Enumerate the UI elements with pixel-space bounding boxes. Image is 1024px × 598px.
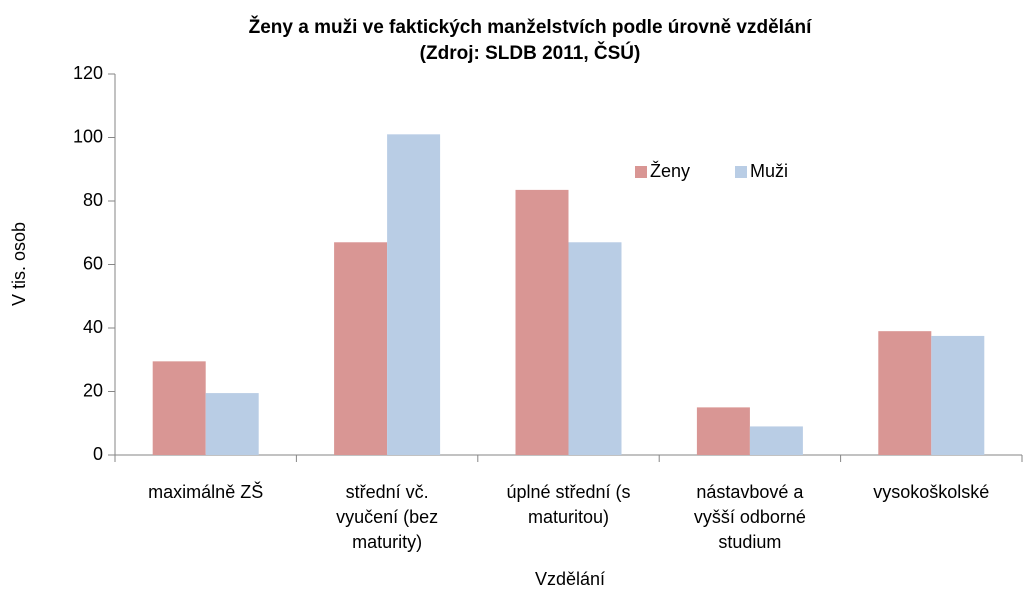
bar (749, 426, 803, 455)
x-tick-label: úplné střední (s maturitou) (506, 482, 630, 527)
bar (696, 407, 750, 455)
bar (205, 393, 259, 455)
y-axis-label: V tis. osob (9, 222, 29, 306)
x-axis-label: Vzdělání (535, 569, 605, 589)
y-tick-label: 100 (73, 126, 103, 146)
x-tick-label: střední vč. vyučení (bez maturity) (336, 482, 438, 552)
legend-swatch (635, 166, 647, 178)
y-tick-label: 120 (73, 63, 103, 83)
legend-label: Muži (750, 161, 788, 181)
bar (387, 134, 441, 455)
bar (152, 361, 206, 455)
chart-subtitle: (Zdroj: SLDB 2011, ČSÚ) (420, 42, 641, 64)
y-tick-label: 80 (83, 190, 103, 210)
y-tick-label: 0 (93, 444, 103, 464)
y-tick-label: 60 (83, 253, 103, 273)
bar (878, 331, 932, 455)
bar (568, 242, 622, 455)
legend-swatch (735, 166, 747, 178)
bar (515, 189, 569, 455)
legend-label: Ženy (650, 161, 690, 181)
bar (334, 242, 388, 455)
y-tick-label: 20 (83, 380, 103, 400)
chart-title: Ženy a muži ve faktických manželstvích p… (249, 16, 813, 38)
y-tick-label: 40 (83, 317, 103, 337)
x-tick-label: maximálně ZŠ (148, 481, 263, 502)
x-tick-label: vysokoškolské (873, 482, 989, 502)
x-tick-label: nástavbové a vyšší odborné studium (694, 482, 806, 552)
bar (931, 335, 985, 455)
